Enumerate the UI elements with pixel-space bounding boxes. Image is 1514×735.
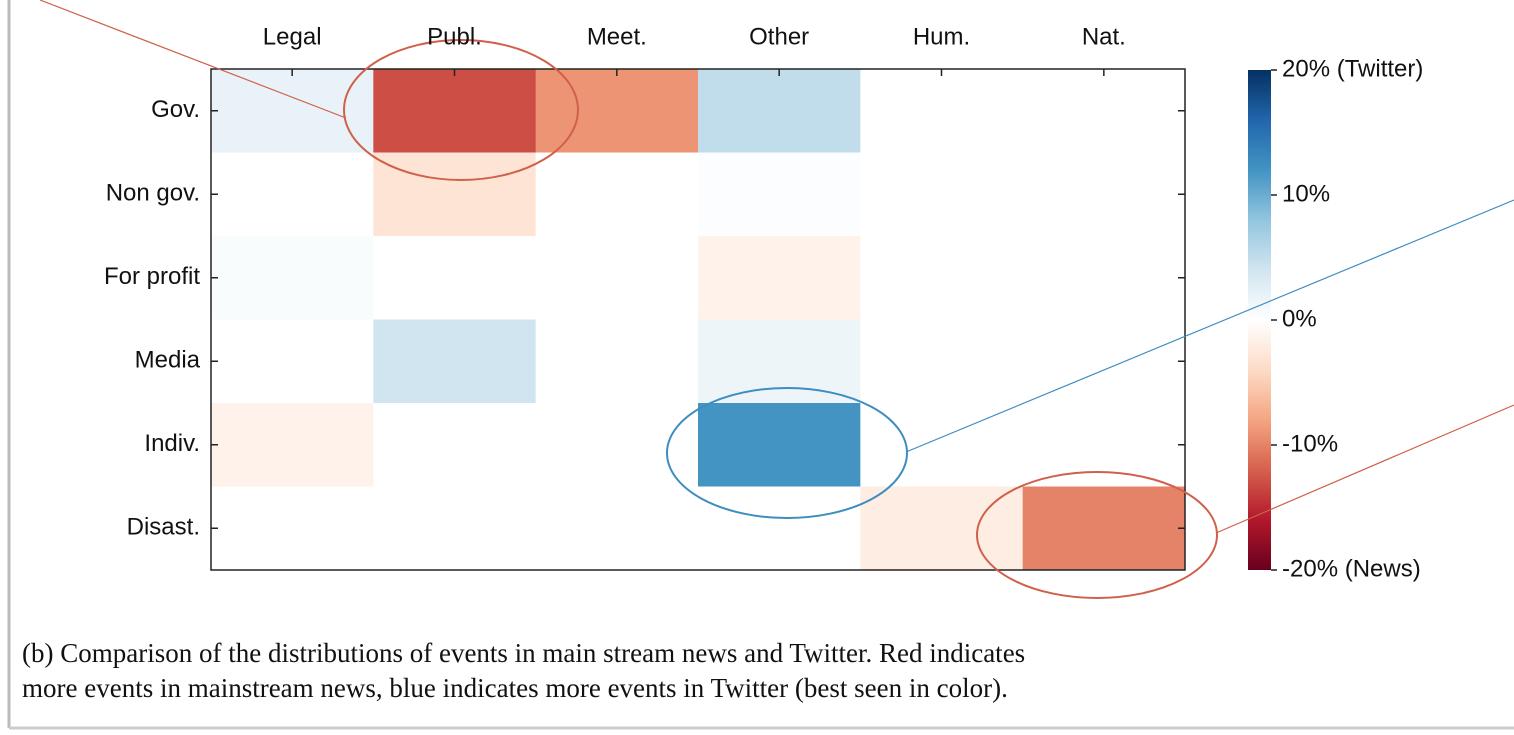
- annotation-ellipse: [343, 39, 579, 181]
- heat-cell: [860, 319, 1024, 404]
- x-tick-label: Legal: [263, 23, 322, 50]
- annotation-line: [39, 0, 347, 119]
- heat-cell: [1022, 486, 1186, 571]
- heat-cell: [1022, 69, 1186, 153]
- y-tick-label: Indiv.: [144, 430, 200, 457]
- annotation-ellipse: [666, 387, 908, 519]
- heat-cell: [535, 403, 699, 487]
- heat-cell: [698, 69, 861, 153]
- annotation-ellipse: [976, 471, 1218, 599]
- annotation-line: [1215, 404, 1514, 534]
- heat-cell: [698, 403, 861, 487]
- x-tick-label: Hum.: [913, 23, 970, 50]
- heat-cell: [373, 69, 537, 153]
- heat-cell: [211, 403, 374, 487]
- heat-cell: [1022, 403, 1186, 487]
- heat-cell: [698, 152, 861, 237]
- x-tick-label: Publ.: [427, 23, 482, 50]
- heat-cell: [535, 152, 699, 237]
- colorbar: [1248, 70, 1271, 570]
- caption: (b) Comparison of the distributions of e…: [22, 638, 1025, 668]
- heat-cell: [211, 486, 374, 571]
- heat-cell: [373, 403, 537, 487]
- heat-cell: [211, 319, 374, 404]
- colorbar-label: -20% (News): [1282, 555, 1421, 582]
- heat-cell: [535, 236, 699, 320]
- heat-cell: [860, 236, 1024, 320]
- x-tick-label: Other: [749, 23, 809, 50]
- annotations: [39, 0, 1514, 599]
- y-tick-label: For profit: [104, 263, 200, 290]
- y-tick-label: Non gov.: [106, 180, 200, 207]
- plot-border: [210, 68, 1186, 571]
- heat-cell: [535, 486, 699, 571]
- heat-cell: [1022, 152, 1186, 237]
- y-tick-label: Media: [135, 347, 201, 374]
- heat-cell: [535, 69, 699, 153]
- heat-cell: [211, 69, 374, 153]
- x-tick-label: Meet.: [587, 23, 647, 50]
- heat-cell: [373, 152, 537, 237]
- y-tick-label: Disast.: [127, 514, 200, 541]
- heat-cell: [860, 69, 1024, 153]
- heat-cell: [1022, 319, 1186, 404]
- annotation-line: [905, 199, 1514, 453]
- x-tick-label: Nat.: [1082, 23, 1126, 50]
- heat-cell: [698, 319, 861, 404]
- caption: more events in mainstream news, blue ind…: [22, 673, 1008, 703]
- heat-cell: [373, 319, 537, 404]
- heat-cell: [373, 486, 537, 571]
- heat-cell: [211, 152, 374, 237]
- heat-cell: [373, 236, 537, 320]
- colorbar-label: -10%: [1282, 430, 1338, 457]
- colorbar-label: 10%: [1282, 180, 1330, 207]
- heat-cell: [698, 486, 861, 571]
- heat-cell: [1022, 236, 1186, 320]
- heat-cell: [698, 236, 861, 320]
- heat-cell: [211, 236, 374, 320]
- heat-cell: [535, 319, 699, 404]
- colorbar-label: 20% (Twitter): [1282, 55, 1423, 82]
- y-tick-label: Gov.: [151, 96, 200, 123]
- heat-cell: [860, 152, 1024, 237]
- colorbar-label: 0%: [1282, 305, 1317, 332]
